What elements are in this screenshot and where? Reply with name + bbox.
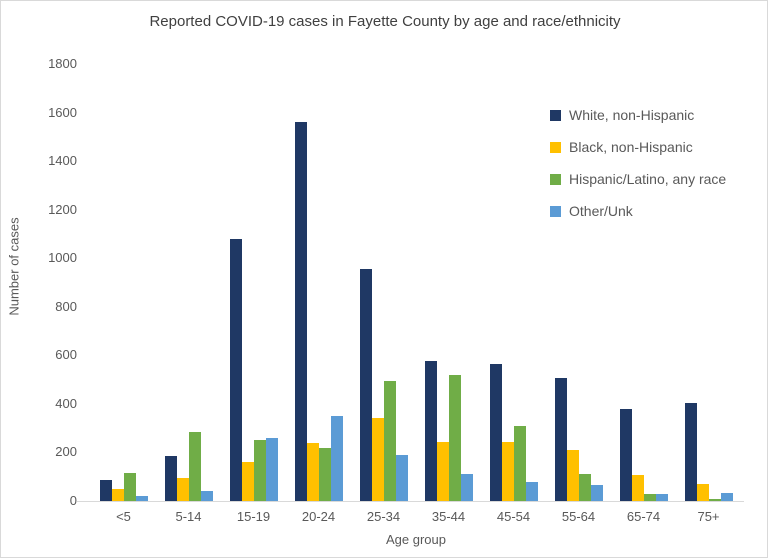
bar: [99, 480, 112, 501]
bar-group: [164, 431, 213, 501]
y-tick-label: 1200: [48, 201, 77, 217]
x-tick-label: 35-44: [431, 509, 466, 524]
legend-swatch-icon: [550, 205, 561, 217]
bar: [619, 408, 632, 501]
bar-group: [99, 473, 148, 501]
bar-group: [359, 269, 408, 501]
bar: [643, 493, 656, 501]
bar: [489, 363, 502, 501]
y-axis-tick-labels: 1800 1600 1400 1200 1000 800 600 400 200 0: [31, 1, 77, 557]
bar: [578, 473, 591, 501]
bar: [424, 360, 437, 501]
y-tick-label: 200: [55, 444, 77, 460]
legend-swatch-icon: [550, 109, 561, 121]
bar: [318, 447, 331, 501]
bar-group: [619, 408, 668, 501]
bar: [200, 491, 213, 501]
bar: [395, 455, 408, 501]
bar: [631, 475, 644, 501]
x-axis-line: [77, 501, 744, 502]
legend: White, non-Hispanic Black, non-Hispanic Hi…: [550, 99, 726, 227]
x-tick-label: 75+: [697, 509, 720, 524]
y-tick-label: 1000: [48, 250, 77, 266]
bar-group: [554, 378, 603, 501]
x-tick-label: 20-24: [301, 509, 336, 524]
legend-item: White, non-Hispanic: [550, 99, 726, 131]
bar: [708, 498, 721, 501]
legend-swatch-icon: [550, 141, 561, 153]
y-tick-label: 1800: [48, 56, 77, 71]
bar: [164, 456, 177, 501]
bar: [383, 380, 396, 501]
bar: [554, 378, 567, 501]
bar: [265, 437, 278, 501]
bar: [253, 440, 266, 501]
bar-group: [424, 360, 473, 501]
bar: [371, 418, 384, 501]
x-tick-label: 15-19: [236, 509, 271, 524]
bar: [176, 477, 189, 501]
x-tick-label: 25-34: [366, 509, 401, 524]
y-tick-label: 800: [55, 298, 77, 314]
bar: [188, 431, 201, 501]
bar: [655, 493, 668, 501]
bar: [123, 473, 136, 501]
legend-label: Hispanic/Latino, any race: [569, 171, 727, 187]
bar: [525, 482, 538, 501]
bar: [135, 495, 148, 501]
y-tick-label: 1400: [48, 153, 77, 169]
bar-group: [294, 122, 343, 501]
legend-item: Black, non-Hispanic: [550, 131, 726, 163]
bar: [684, 402, 697, 501]
bar: [241, 462, 254, 501]
x-tick-label: <5: [116, 509, 131, 524]
x-tick-label: 45-54: [496, 509, 531, 524]
bar: [229, 238, 242, 501]
bar: [566, 450, 579, 501]
chart-title: Reported COVID-19 cases in Fayette Count…: [149, 13, 621, 30]
y-tick-label: 0: [69, 493, 77, 508]
bar-group: [489, 363, 538, 501]
plot-area: [91, 64, 741, 501]
y-tick-label: 600: [55, 347, 77, 363]
bar: [294, 122, 307, 501]
bar: [330, 416, 343, 501]
bar: [306, 443, 319, 501]
x-axis-title: Age group: [386, 532, 446, 547]
bar: [696, 484, 709, 501]
legend-label: Black, non-Hispanic: [569, 139, 693, 155]
legend-label: White, non-Hispanic: [569, 107, 695, 123]
x-tick-label: 5-14: [175, 509, 202, 524]
bar: [720, 493, 733, 501]
bar: [460, 473, 473, 501]
x-tick-label: 65-74: [626, 509, 661, 524]
legend-item: Other/Unk: [550, 195, 726, 227]
bar: [590, 484, 603, 501]
legend-swatch-icon: [550, 173, 561, 185]
y-axis-title: Number of cases: [6, 217, 22, 316]
legend-item: Hispanic/Latino, any race: [550, 163, 726, 195]
bar-group: [229, 238, 278, 501]
y-tick-label: 400: [55, 395, 77, 411]
bar: [448, 374, 461, 501]
bar: [513, 425, 526, 501]
bar-group: [684, 402, 733, 501]
bar: [111, 489, 124, 501]
bar: [359, 269, 372, 501]
x-axis-tick-labels: <5 5-14 15-19 20-24 25-34 35-44 45-54 55-64 65-7…: [1, 509, 767, 527]
bar: [501, 441, 514, 501]
y-tick-label: 1600: [48, 104, 77, 120]
legend-label: Other/Unk: [569, 203, 633, 219]
x-tick-label: 55-64: [561, 509, 596, 524]
bar: [436, 441, 449, 501]
